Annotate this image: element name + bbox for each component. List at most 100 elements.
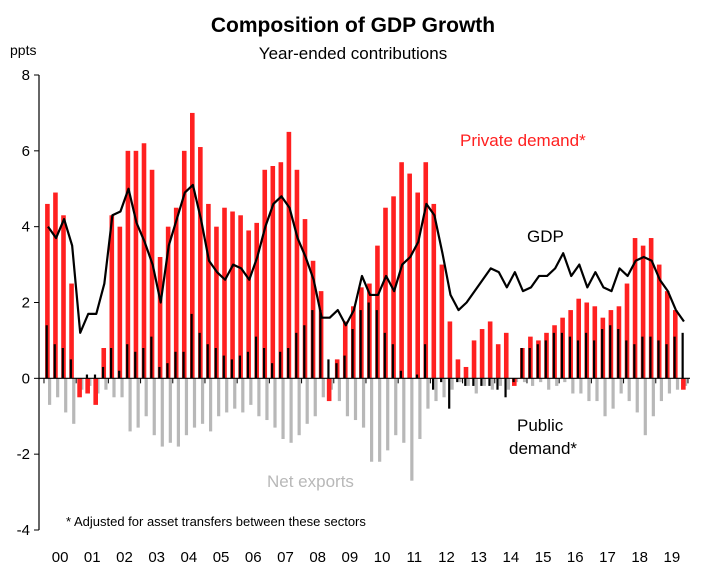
net-exports-bar — [466, 378, 470, 386]
public-demand-bar — [166, 363, 169, 379]
y-axis-unit-label: ppts — [10, 42, 36, 58]
net-exports-bar — [579, 378, 583, 394]
net-exports-bar — [104, 378, 108, 390]
x-tick-label: 16 — [567, 549, 584, 566]
public-demand-bar — [214, 348, 217, 379]
net-exports-bar — [587, 378, 591, 402]
private-demand-bar — [53, 192, 58, 379]
public-demand-bar — [101, 366, 105, 379]
net-exports-bar — [160, 378, 164, 447]
x-tick-label: 18 — [631, 549, 648, 566]
x-tick-label: 19 — [664, 549, 681, 566]
chart-subtitle: Year-ended contributions — [259, 44, 447, 63]
public-demand-bar — [456, 378, 459, 383]
private-demand-bar — [471, 340, 477, 379]
private-demand-bar — [503, 332, 509, 379]
net-exports-bar — [442, 378, 446, 398]
public-demand-bar — [118, 370, 121, 379]
net-exports-bar — [386, 378, 390, 451]
private-demand-bar — [270, 166, 276, 379]
net-exports-bar — [506, 378, 511, 390]
net-exports-bar — [434, 378, 438, 402]
public-demand-bar — [61, 348, 64, 379]
net-exports-bar — [410, 378, 414, 481]
public-demand-bar — [432, 378, 435, 390]
net-exports-bar — [289, 378, 293, 443]
private-demand-bar — [447, 321, 453, 379]
y-tick-label: 2 — [22, 295, 30, 312]
private-demand-bar — [238, 215, 243, 379]
private-demand-bar — [69, 283, 74, 379]
x-tick-label: 00 — [52, 549, 69, 566]
net-exports-bar — [297, 378, 301, 436]
public-demand-bar — [174, 351, 177, 379]
net-exports-bar — [571, 378, 575, 394]
private-demand-bar — [439, 264, 445, 379]
public-demand-bar — [295, 332, 298, 379]
private-demand-bar — [455, 359, 461, 379]
public-demand-bar — [440, 378, 443, 383]
public-demand-bar — [496, 378, 499, 390]
public-demand-bar — [399, 370, 402, 379]
private-demand-bar — [157, 257, 163, 379]
public-demand-bar — [633, 344, 636, 379]
public-demand-bar — [657, 340, 660, 379]
public-demand-bar — [665, 344, 668, 379]
private-demand-bar — [262, 169, 268, 379]
net-exports-bar — [353, 378, 358, 421]
gdp-line — [47, 183, 685, 334]
net-exports-bar — [112, 378, 116, 398]
net-exports-bar — [136, 378, 140, 428]
net-exports-bar — [474, 378, 478, 394]
private-demand-bar — [278, 162, 284, 379]
private-demand-bar — [230, 211, 235, 379]
private-demand-bar — [648, 238, 654, 379]
private-demand-bar — [342, 321, 348, 379]
net-exports-bar — [547, 378, 551, 390]
net-exports-bar — [555, 378, 559, 386]
net-exports-bar — [635, 378, 639, 413]
public-demand-bar — [536, 344, 539, 379]
public-demand-bar — [271, 363, 274, 379]
private-demand-bar — [415, 192, 420, 379]
net-exports-bar — [458, 378, 462, 383]
public-demand-bar — [423, 344, 427, 379]
net-exports-bar — [522, 378, 527, 383]
public-demand-bar — [673, 336, 676, 379]
public-demand-bar — [593, 340, 596, 379]
public-demand-bar — [206, 344, 209, 379]
x-tick-label: 08 — [309, 549, 326, 566]
x-tick-label: 07 — [277, 549, 294, 566]
private-demand-bar — [149, 169, 155, 379]
private-demand-bar — [326, 378, 332, 402]
net-exports-bar — [321, 378, 325, 398]
private-demand-bar — [165, 226, 171, 379]
public-demand-bar — [150, 336, 153, 379]
net-exports-bar — [305, 378, 309, 424]
public-demand-bar — [584, 332, 588, 379]
private-demand-bar — [632, 238, 638, 379]
public-demand-bar — [343, 355, 346, 379]
public-demand-bar — [391, 344, 394, 379]
public-demand-label-line1: Public — [517, 416, 564, 435]
private-demand-bar — [85, 378, 90, 394]
public-demand-bar — [134, 351, 137, 379]
public-demand-bar — [464, 378, 467, 386]
net-exports-bar — [176, 378, 180, 447]
x-tick-label: 03 — [148, 549, 165, 566]
net-exports-bar — [337, 378, 341, 402]
public-demand-bar — [504, 378, 507, 398]
public-demand-bar — [528, 348, 531, 379]
public-demand-bar — [142, 348, 145, 379]
public-demand-bar — [198, 332, 201, 379]
public-demand-bar — [190, 313, 193, 379]
net-exports-bar — [563, 378, 567, 383]
net-exports-bar — [595, 378, 599, 402]
net-exports-bar — [209, 378, 213, 432]
net-exports-bar — [531, 378, 535, 386]
private-demand-bar — [431, 203, 437, 379]
private-demand-bar — [294, 169, 300, 379]
private-demand-bar — [576, 298, 581, 379]
